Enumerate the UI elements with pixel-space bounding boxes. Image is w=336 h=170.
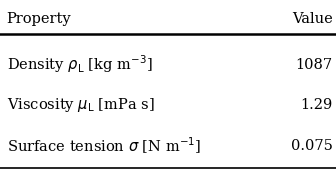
- Text: 1087: 1087: [296, 58, 333, 72]
- Text: Value: Value: [292, 12, 333, 26]
- Text: Property: Property: [7, 12, 71, 26]
- Text: Density $\rho_\mathrm{L}$ [kg m$^{-3}$]: Density $\rho_\mathrm{L}$ [kg m$^{-3}$]: [7, 54, 152, 75]
- Text: Viscosity $\mu_\mathrm{L}$ [mPa s]: Viscosity $\mu_\mathrm{L}$ [mPa s]: [7, 96, 155, 114]
- Text: 0.075: 0.075: [291, 139, 333, 153]
- Text: Surface tension $\sigma$ [N m$^{-1}$]: Surface tension $\sigma$ [N m$^{-1}$]: [7, 136, 201, 156]
- Text: 1.29: 1.29: [300, 98, 333, 112]
